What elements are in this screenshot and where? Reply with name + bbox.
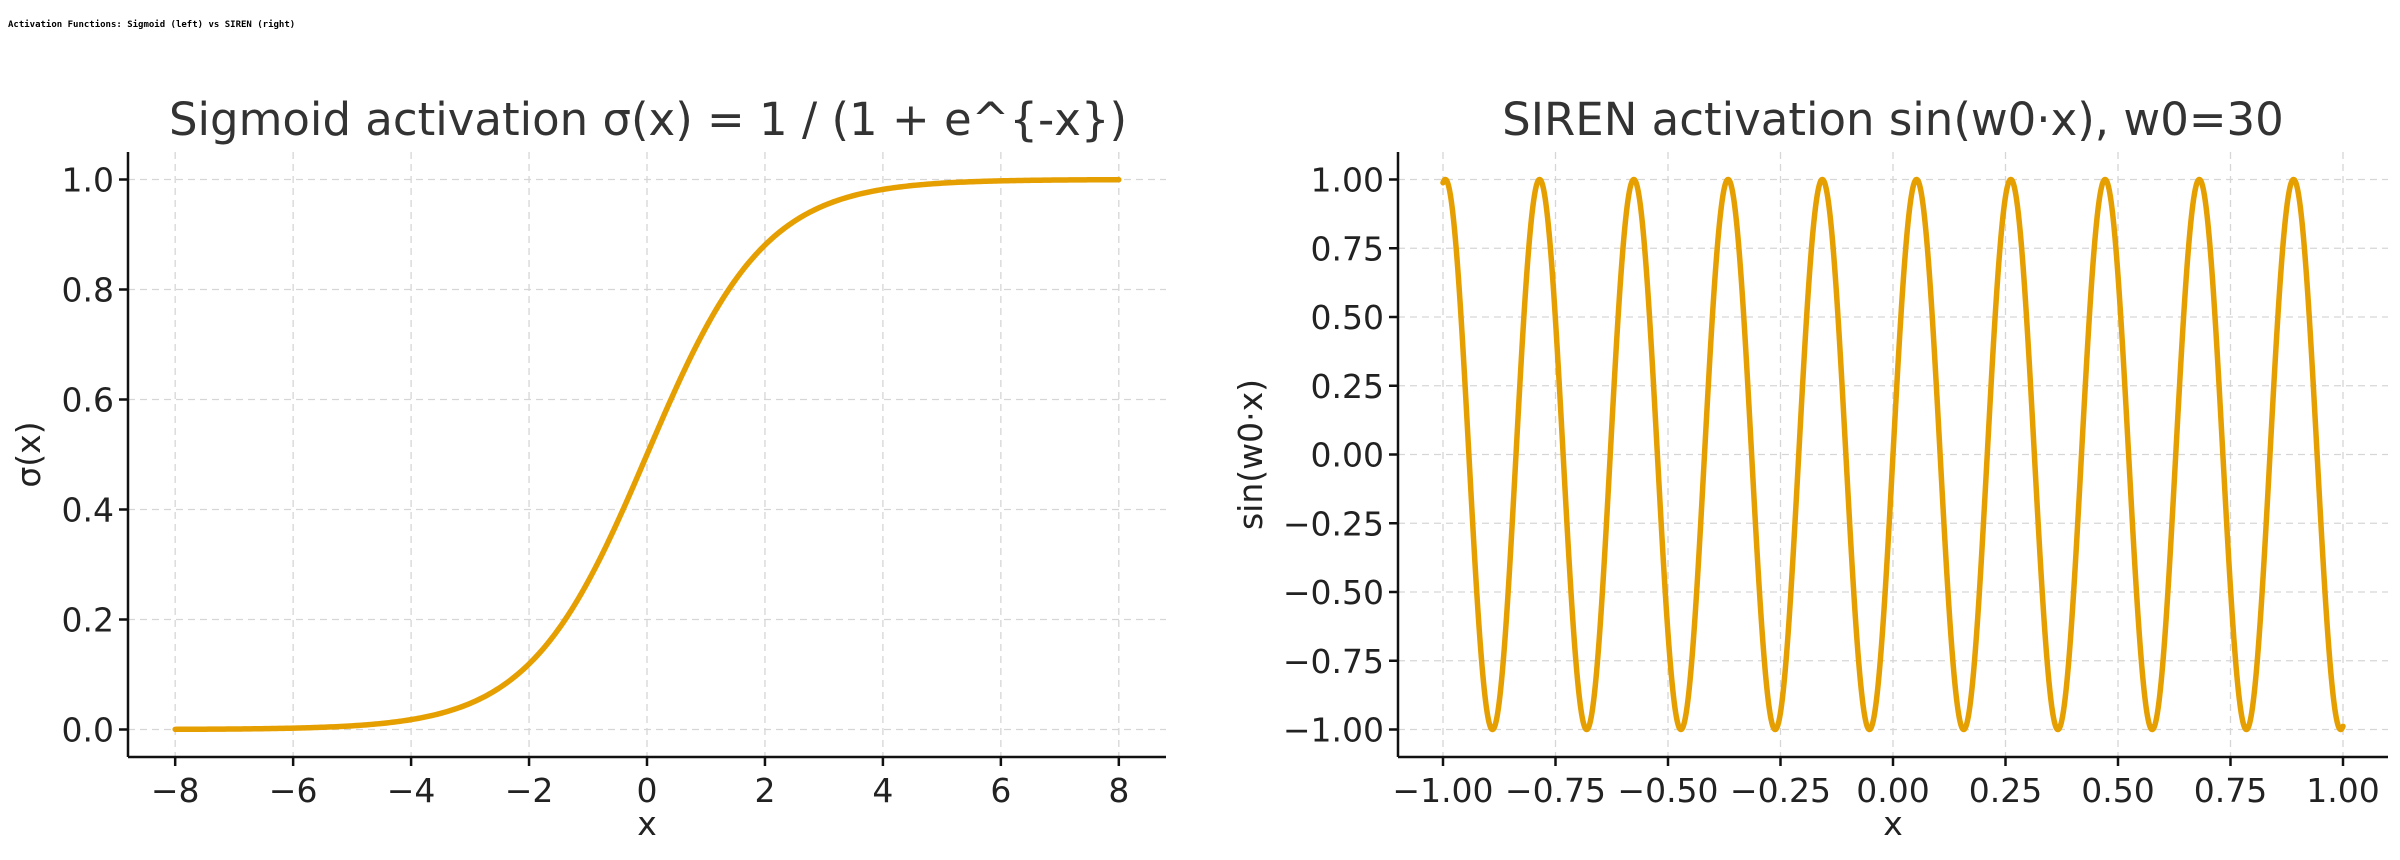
siren-x-tick-label: 0.00: [1856, 771, 1929, 810]
sigmoid-x-label: x: [637, 804, 657, 843]
sigmoid-y-tick-label: 0.0: [62, 711, 114, 750]
sigmoid-title: Sigmoid activation σ(x) = 1 / (1 + e^{-x…: [169, 93, 1127, 146]
siren-y-tick-label: −0.25: [1283, 504, 1384, 543]
siren-x-tick-label: 0.75: [2194, 771, 2267, 810]
siren-x-tick-label: −0.25: [1730, 771, 1831, 810]
siren-y-tick-label: 0.00: [1311, 436, 1384, 475]
siren-x-tick-label: −0.75: [1505, 771, 1606, 810]
siren-x-tick-label: −1.00: [1392, 771, 1493, 810]
siren-y-tick-label: 0.75: [1311, 229, 1384, 268]
sigmoid-y-tick-label: 0.8: [62, 271, 114, 310]
siren-plot: −1.00 −0.75 −0.50 −0.25 0.00 0.25 0.50 0.75 1.00…: [1231, 93, 2388, 843]
sigmoid-x-tick-label: −4: [387, 771, 436, 810]
siren-y-label: sin(w0·x): [1231, 379, 1270, 530]
siren-x-tick-label: −0.50: [1617, 771, 1718, 810]
siren-x-tick-label: 0.25: [1969, 771, 2042, 810]
sigmoid-y-label: σ(x): [9, 421, 48, 487]
sigmoid-x-tick-label: 0: [637, 771, 658, 810]
siren-y-tick-label: −0.50: [1283, 573, 1384, 612]
sigmoid-y-tick-label: 1.0: [62, 161, 114, 200]
figure-title: Activation Functions: Sigmoid (left) vs …: [8, 20, 296, 30]
sigmoid-curve: [172, 176, 1122, 733]
siren-title: SIREN activation sin(w0·x), w0=30: [1502, 93, 2284, 146]
sigmoid-y-tick-label: 0.6: [62, 381, 114, 420]
sigmoid-plot: −8 −6 −4 −2 0 2 4 6 8 0.0 0.2 0.4 0.6 0.8 1.0 Sigmoid a…: [9, 93, 1166, 843]
siren-y-tick-label: −1.00: [1283, 711, 1384, 750]
sigmoid-x-tick-label: −2: [505, 771, 554, 810]
sigmoid-x-tick-label: −6: [269, 771, 318, 810]
sigmoid-x-tick-label: 6: [990, 771, 1011, 810]
siren-x-tick-label: 1.00: [2306, 771, 2379, 810]
siren-y-tick-label: 0.25: [1311, 367, 1384, 406]
siren-y-tick-label: 1.00: [1311, 161, 1384, 200]
sigmoid-x-tick-label: −8: [151, 771, 200, 810]
siren-curve: [1440, 176, 2346, 733]
siren-y-tick-label: −0.75: [1283, 642, 1384, 681]
sigmoid-x-tick-label: 4: [872, 771, 893, 810]
sigmoid-x-tick-label: 8: [1108, 771, 1129, 810]
sigmoid-y-tick-label: 0.2: [62, 601, 114, 640]
sigmoid-x-tick-label: 2: [754, 771, 775, 810]
siren-y-tick-label: 0.50: [1311, 298, 1384, 337]
siren-x-label: x: [1883, 804, 1903, 843]
siren-x-tick-label: 0.50: [2081, 771, 2154, 810]
sigmoid-y-tick-label: 0.4: [62, 491, 114, 530]
